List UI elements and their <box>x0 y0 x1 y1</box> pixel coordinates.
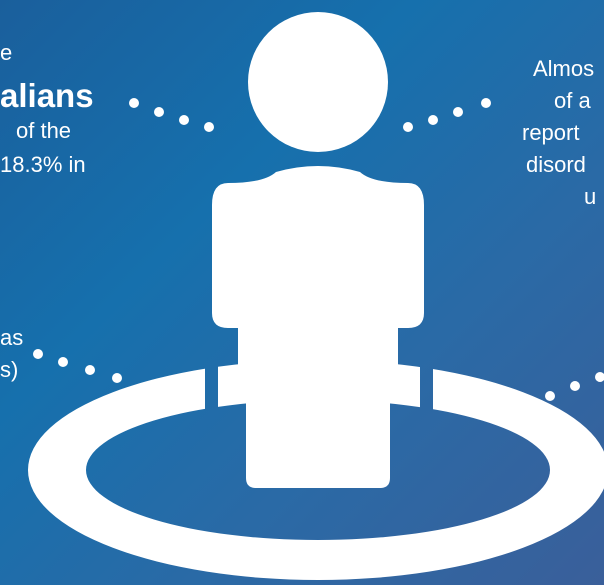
dotted-connector-top-right <box>403 98 491 132</box>
left-top-line-3: of the <box>16 118 72 143</box>
right-top-line-2: of a <box>554 88 591 113</box>
left-mid-line-2: s) <box>0 357 19 382</box>
ring-icon <box>28 360 604 580</box>
left-mid-line-1: as <box>0 325 24 350</box>
right-top-line-1: Almos <box>533 56 595 81</box>
left-top-line-1: e <box>0 40 13 65</box>
right-top-line-5: u <box>584 184 597 209</box>
left-top-line-4: 18.3% in <box>0 152 86 177</box>
person-icon <box>212 12 424 488</box>
right-top-line-3: report <box>522 120 580 145</box>
dotted-connector-mid-left <box>33 349 122 383</box>
right-top-line-4: disord <box>526 152 586 177</box>
left-top-line-2: alians <box>0 77 94 114</box>
dotted-connector-mid-right <box>545 372 604 401</box>
dotted-connector-top-left <box>129 98 214 132</box>
